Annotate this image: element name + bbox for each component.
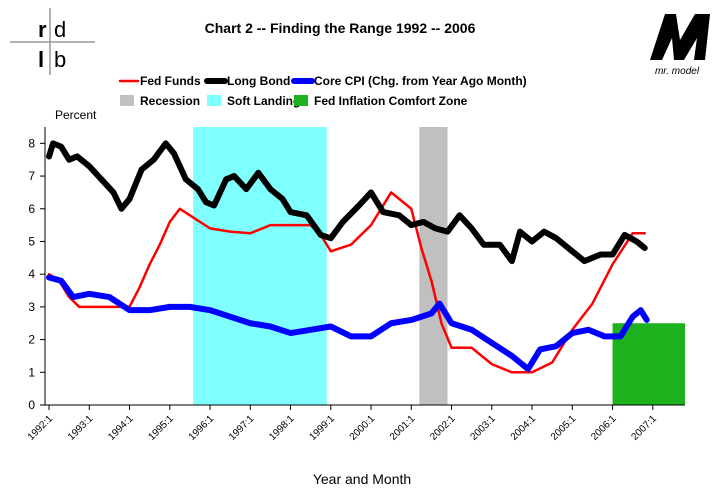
region bbox=[419, 127, 448, 405]
y-tick-label: 0 bbox=[28, 398, 35, 412]
legend-label: Fed Inflation Comfort Zone bbox=[314, 94, 468, 108]
y-tick-label: 6 bbox=[28, 202, 35, 216]
x-axis-label: Year and Month bbox=[313, 471, 411, 487]
x-tick-label: 1993:1 bbox=[66, 413, 96, 443]
logo-right: mr. model bbox=[650, 14, 710, 77]
logo-letter: d bbox=[54, 17, 66, 42]
y-tick-label: 2 bbox=[28, 333, 35, 347]
legend-swatch bbox=[207, 95, 221, 106]
series-line bbox=[46, 274, 650, 373]
region bbox=[193, 127, 327, 405]
series-line bbox=[46, 140, 648, 265]
legend-swatch bbox=[294, 95, 308, 106]
y-axis-label: Percent bbox=[55, 108, 97, 122]
logo-m bbox=[650, 14, 710, 60]
y-tick-label: 5 bbox=[28, 234, 35, 248]
x-tick-label: 2000:1 bbox=[348, 413, 378, 443]
logo-letter: b bbox=[54, 47, 66, 72]
y-tick-label: 7 bbox=[28, 169, 35, 183]
y-tick-label: 3 bbox=[28, 300, 35, 314]
logo-left: r d l b bbox=[10, 8, 95, 75]
x-tick-label: 2002:1 bbox=[428, 413, 458, 443]
legend-swatch bbox=[120, 95, 134, 106]
x-tick-label: 1997:1 bbox=[227, 413, 257, 443]
x-tick-label: 1992:1 bbox=[26, 413, 56, 443]
legend-label: Long Bond bbox=[227, 74, 290, 88]
legend-label: Core CPI (Chg. from Year Ago Month) bbox=[314, 74, 527, 88]
legend-label: Fed Funds bbox=[140, 74, 201, 88]
chart-title: Chart 2 -- Finding the Range 1992 -- 200… bbox=[205, 20, 476, 36]
x-tick-label: 1996:1 bbox=[187, 413, 217, 443]
logo-letter: l bbox=[38, 47, 44, 72]
x-tick-label: 2003:1 bbox=[469, 413, 499, 443]
x-tick-label: 2005:1 bbox=[549, 413, 579, 443]
legend-label: Soft Landing bbox=[227, 94, 300, 108]
x-tick-label: 2004:1 bbox=[509, 413, 539, 443]
x-tick-label: 2001:1 bbox=[388, 413, 418, 443]
y-tick-label: 4 bbox=[28, 267, 35, 281]
legend-label: Recession bbox=[140, 94, 200, 108]
x-tick-label: 1999:1 bbox=[307, 413, 337, 443]
x-tick-label: 1998:1 bbox=[267, 413, 297, 443]
region bbox=[612, 323, 685, 405]
x-tick-label: 1995:1 bbox=[146, 413, 176, 443]
y-tick-label: 1 bbox=[28, 365, 35, 379]
x-tick-label: 1994:1 bbox=[106, 413, 136, 443]
logo-letter: r bbox=[38, 17, 47, 42]
y-tick-label: 8 bbox=[28, 136, 35, 150]
logo-text: mr. model bbox=[655, 66, 700, 77]
x-tick-label: 2007:1 bbox=[630, 413, 660, 443]
x-tick-label: 2006:1 bbox=[589, 413, 619, 443]
